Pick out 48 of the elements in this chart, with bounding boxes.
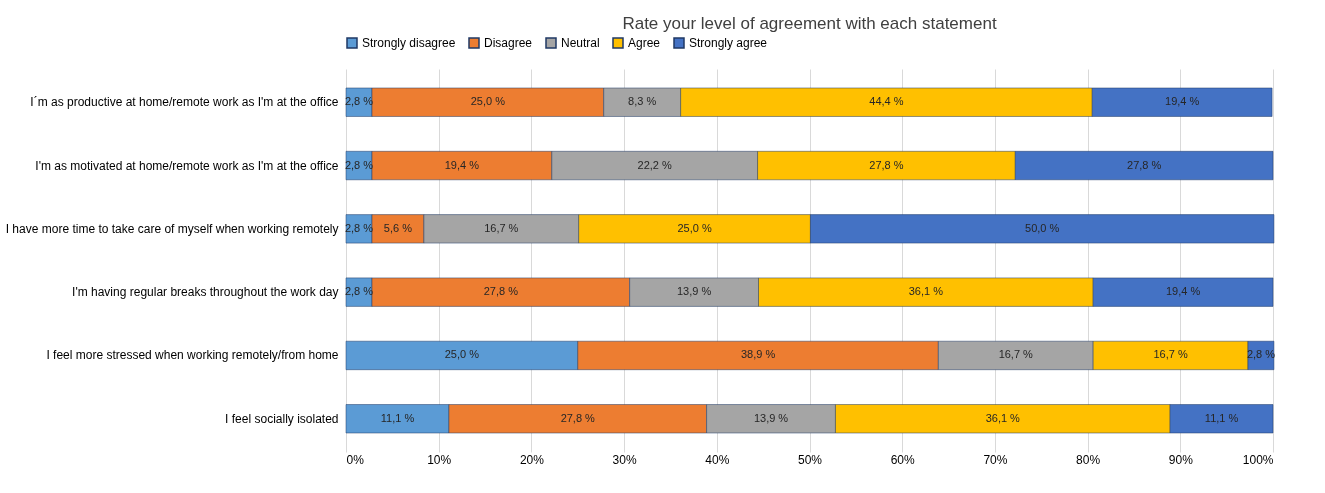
x-tick-label: 40% [705,452,730,467]
x-tick-label: 60% [890,452,916,467]
data-label: 36,1 % [985,411,1021,424]
x-tick-label: 70% [983,452,1008,467]
data-label: 11,1 % [1204,411,1239,424]
legend-label: Disagree [484,36,533,50]
data-label: 16,7 % [998,348,1034,361]
y-tick-label: I feel socially isolated [225,411,339,426]
data-label: 5,6 % [383,221,413,234]
x-tick-label: 90% [1168,452,1194,467]
x-tick-label: 30% [612,452,637,467]
x-tick-label: 50% [797,452,823,467]
data-label: 36,1 % [908,285,944,298]
data-label: 44,4 % [869,95,904,108]
data-label: 25,0 % [677,221,712,234]
data-label: 13,9 % [753,411,789,424]
data-label: 25,0 % [444,348,480,361]
data-label: 19,4 % [444,158,480,171]
data-label: 25,0 % [470,95,506,108]
legend-label: Agree [628,36,661,50]
y-tick-label: I'm having regular breaks throughout the work day [72,285,339,300]
data-label: 27,8 % [560,411,596,424]
data-label: 27,8 % [1127,158,1162,171]
data-label: 16,7 % [1153,348,1188,361]
x-tick-label: 80% [1076,452,1101,467]
data-label: 38,9 % [740,348,776,361]
x-tick-label: 0% [346,452,365,467]
data-label: 19,4 % [1165,95,1200,108]
data-label: 27,8 % [869,158,904,171]
legend-label: Strongly disagree [362,36,456,50]
data-label: 50,0 % [1025,221,1060,234]
data-label: 13,9 % [676,285,712,298]
data-label: 27,8 % [483,285,519,298]
x-tick-label: 100% [1242,452,1274,467]
x-tick-label: 20% [519,452,545,467]
chart-title: Rate your level of agreement with each statement [622,14,997,33]
y-tick-label: I have more time to take care of myself when working remotely [5,221,339,236]
data-label: 8,3 % [628,95,657,108]
data-label: 19,4 % [1165,285,1201,298]
data-label: 22,2 % [637,158,673,171]
data-label: 16,7 % [484,221,519,234]
legend-label: Neutral [561,36,600,50]
legend-label: Strongly agree [689,36,768,50]
y-tick-label: I'm as motivated at home/remote work as I'm at the office [35,158,339,173]
y-tick-label: I´m as productive at home/remote work as I'm at the office [30,95,339,110]
y-tick-label: I feel more stressed when working remotely/from home [46,348,339,363]
data-label: 11,1 % [380,411,415,424]
x-tick-label: 10% [427,452,452,467]
